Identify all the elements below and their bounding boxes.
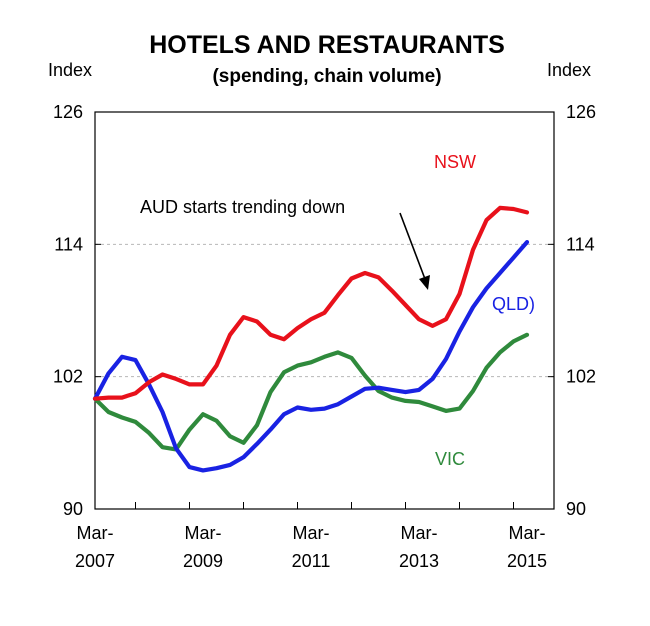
series-lines [92,205,530,473]
annotation-text: AUD starts trending down [140,197,345,217]
series-label-nsw: NSW [434,152,476,172]
x-tick-label: Mar- [401,523,438,543]
x-tick-label: Mar- [509,523,546,543]
x-tick-label: 2009 [183,551,223,571]
y-tick-label-left: 126 [53,102,83,122]
gridlines [95,243,554,378]
x-tick-label: 2007 [75,551,115,571]
x-tick-labels: Mar- 2007 Mar- 2009 Mar- 2011 Mar- 2013 Mar- 2015 [75,523,547,571]
y-tick-label-left: 114 [54,234,83,254]
x-tick-label: 2013 [399,551,439,571]
y-axis-unit-right: Index [547,60,591,80]
series-line-vic [92,332,530,452]
plot-frame [94,111,555,510]
y-tick-label-right: 102 [566,367,596,387]
chart-subtitle: (spending, chain volume) [212,66,441,87]
y-tick-label-right: 126 [566,102,596,122]
x-tick-label: Mar- [185,523,222,543]
y-axis-unit-left: Index [48,60,92,80]
x-tick-label: Mar- [293,523,330,543]
y-tick-label-left: 90 [63,499,83,519]
x-tick-label: 2011 [292,551,331,571]
series-line-nsw [92,205,530,401]
annotation-arrow [399,212,430,290]
series-label-vic: VIC [435,449,465,469]
axis-ticks [95,111,554,510]
series-line-qld [92,240,530,473]
x-tick-label: 2015 [507,551,547,571]
series-label-qld: QLD) [492,294,535,314]
y-tick-label-right: 114 [566,234,595,254]
x-tick-label: Mar- [77,523,114,543]
chart-title: HOTELS AND RESTAURANTS [149,31,505,59]
y-tick-labels: 90 90 102 102 114 114 126 126 [53,102,596,519]
y-tick-label-right: 90 [566,499,586,519]
y-tick-label-left: 102 [53,367,83,387]
